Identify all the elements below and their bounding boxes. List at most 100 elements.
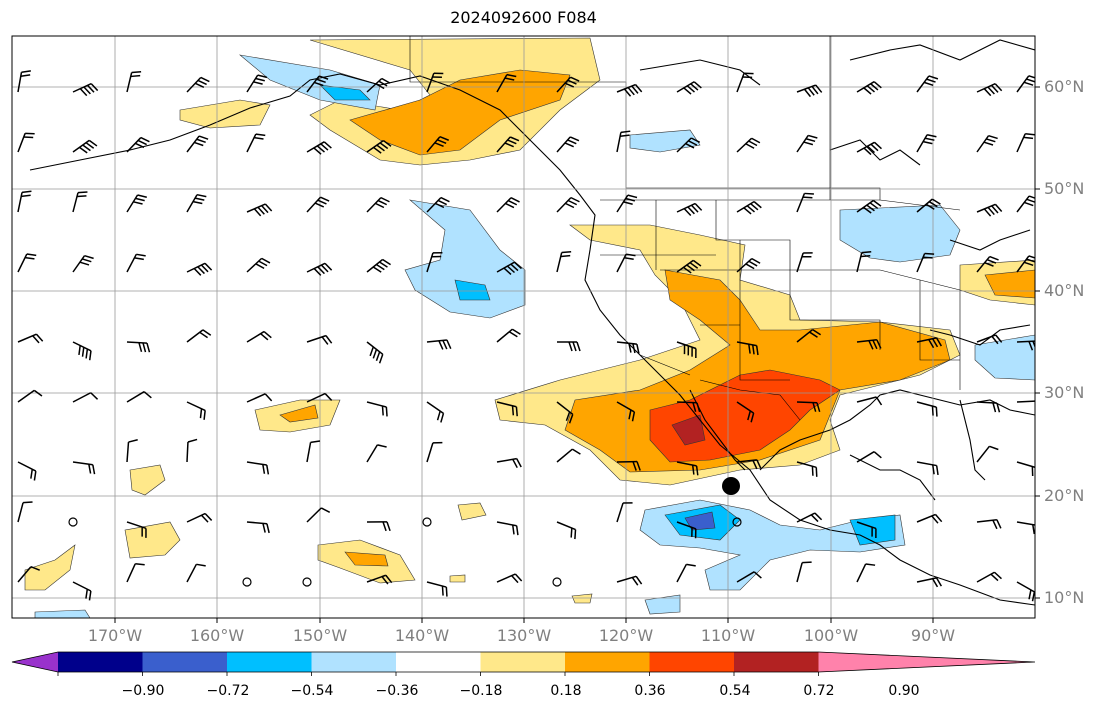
wind-barb-feather [515, 525, 519, 536]
wind-barb-feather [1028, 255, 1035, 259]
wind-barb-feather [635, 575, 643, 585]
wind-barb-feather [369, 346, 375, 357]
wind-barb-feather [21, 70, 31, 74]
wind-barb-feather [255, 77, 265, 82]
lat-label-40n: 40°N [1044, 281, 1085, 300]
wind-barb-feather [751, 344, 755, 355]
wind-barb-feather [194, 141, 204, 147]
wind-barb-feather [137, 194, 147, 198]
wind-barb-feather [510, 263, 519, 272]
wind-barb-feather [320, 143, 329, 151]
wind-barb-feather [567, 199, 578, 206]
wind-barb-feather [870, 143, 879, 152]
wind-barb-feather [876, 339, 882, 349]
wind-barb-feather [35, 333, 44, 342]
wind-barb-feather [627, 194, 638, 199]
wind-barb-feather [508, 331, 518, 338]
wind-barb-feather [137, 139, 147, 146]
wind-barb-feather [631, 577, 639, 586]
wind-barb-feather [134, 257, 144, 261]
colorbar-label: −0.54 [290, 683, 334, 699]
wind-barb-feather [873, 451, 882, 459]
wind-barb-feather [86, 84, 95, 93]
wind-barb-feather [931, 515, 939, 524]
wind-barb-feather [991, 335, 999, 345]
wind-barb-feather [926, 78, 936, 83]
wind-barb-feather [255, 133, 266, 137]
wind-barb-feather [815, 84, 823, 93]
wind-barb-feather [991, 84, 999, 93]
wind-barb-feather [935, 337, 943, 347]
wind-barb-feather [863, 147, 872, 156]
wind-barb-feather [133, 201, 143, 205]
wind-barb-feather [192, 200, 203, 205]
wind-barb-feather [686, 563, 696, 567]
wind-barb-feather [805, 138, 816, 143]
wind-barb-feather [375, 202, 385, 209]
wind-barb-feather [142, 342, 147, 353]
wind-barb-staff [306, 392, 326, 403]
wind-barb-feather [814, 512, 823, 521]
wind-barb-feather [572, 341, 577, 352]
wind-barb-feather [695, 465, 699, 476]
wind-barb-feather [313, 268, 322, 276]
wind-barb-staff [17, 389, 35, 403]
wind-barb-feather [324, 262, 333, 271]
colorbar-segment [311, 652, 397, 672]
negative-anomaly-region [34, 609, 91, 618]
positive-anomaly-region [571, 593, 593, 604]
wind-barb-feather [623, 88, 632, 97]
wind-barb-feather [503, 267, 512, 276]
lat-label-10n: 10°N [1044, 588, 1085, 607]
wind-barb-feather [316, 145, 325, 153]
wind-barb-feather [88, 590, 92, 601]
wind-barb-feather [926, 134, 937, 138]
lon-label-170w: 170°W [87, 626, 143, 645]
wind-barb-staff [856, 451, 875, 463]
wind-barb-feather [987, 86, 995, 95]
wind-barb-feather [379, 261, 388, 268]
wind-barb-staff [676, 563, 688, 583]
wind-barb-feather [85, 589, 89, 599]
wind-barb-feather [686, 85, 695, 93]
wind-barb-feather [33, 389, 43, 397]
wind-barb-feather [863, 87, 872, 95]
wind-barb-staff [72, 392, 92, 403]
wind-barb-feather [692, 259, 702, 267]
graticule [12, 36, 1035, 618]
wind-barb-feather [991, 205, 999, 214]
positive-anomaly-region [24, 544, 76, 591]
wind-barb-feather [751, 257, 761, 264]
colorbar-segment [565, 652, 650, 672]
wind-barb-feather [194, 82, 205, 88]
wind-barb-staff [426, 442, 434, 463]
wind-barb-feather [197, 79, 207, 86]
wind-barb-feather [92, 464, 96, 475]
wind-barb-feather [570, 196, 580, 203]
wind-barb-feather [935, 407, 938, 417]
negative-anomaly-region [644, 594, 681, 615]
wind-barb-feather [810, 514, 819, 523]
wind-barb-feather [24, 256, 35, 260]
political-borders [409, 36, 961, 421]
wind-barb-feather [196, 193, 207, 198]
wind-barb-staff [17, 566, 32, 583]
wind-barb-feather [441, 586, 444, 596]
wind-barb-feather [82, 144, 91, 152]
wind-barb-feather [1023, 136, 1034, 140]
wind-barb-feather [510, 197, 520, 203]
wind-barb-feather [567, 79, 577, 85]
wind-barb-feather [568, 341, 573, 352]
wind-barb-staff [126, 391, 145, 403]
wind-barb-feather [750, 203, 759, 211]
wind-barb-staff [246, 393, 266, 403]
wind-barb-feather [994, 83, 1003, 92]
lon-label-90w: 90°W [910, 626, 956, 645]
wind-barb-feather [628, 409, 632, 420]
wind-barb-feather [317, 266, 325, 275]
colorbar-segment [734, 652, 819, 672]
wind-barb-feather [873, 141, 882, 150]
wind-barb-feather [753, 201, 762, 209]
wind-barb-feather [437, 139, 447, 145]
